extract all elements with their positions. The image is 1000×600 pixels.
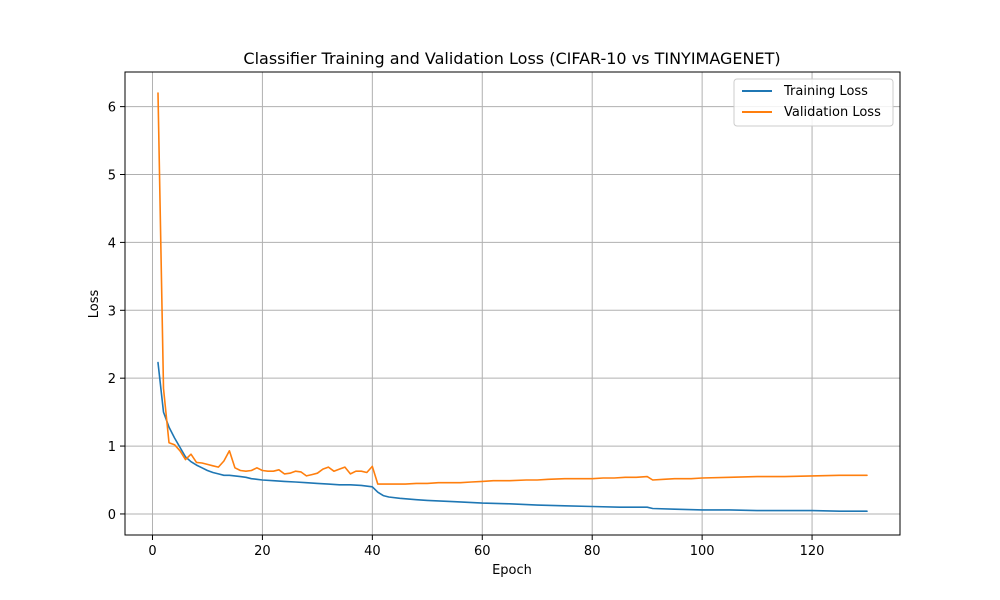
- y-axis-label: Loss: [87, 290, 102, 319]
- legend-box: [733, 78, 894, 127]
- axis-ticks: 0 20 40 60 80 100 120 0 1 2 3 4 5 6: [108, 101, 825, 559]
- training-loss-line: [157, 361, 868, 513]
- validation-loss-line: [157, 92, 868, 485]
- y-tick-label: 0: [108, 508, 116, 523]
- y-tick-label: 6: [108, 101, 116, 116]
- x-tick-label: 40: [364, 544, 381, 559]
- x-tick-label: 60: [474, 544, 491, 559]
- legend: Training Loss Validation Loss: [733, 78, 894, 127]
- x-tick-label: 80: [584, 544, 601, 559]
- x-tick-label: 120: [800, 544, 825, 559]
- x-tick-label: 0: [148, 544, 156, 559]
- plot-frame: [124, 71, 901, 536]
- x-tick-label: 100: [690, 544, 715, 559]
- y-tick-label: 4: [108, 236, 116, 251]
- x-axis-label: Epoch: [492, 563, 532, 578]
- x-tick-label: 20: [254, 544, 271, 559]
- y-tick-label: 2: [108, 372, 116, 387]
- legend-label-training: Training Loss: [783, 84, 868, 99]
- chart-title: Classifier Training and Validation Loss …: [243, 49, 780, 68]
- grid-lines: [125, 72, 900, 535]
- series-lines: [157, 92, 868, 513]
- y-tick-label: 1: [108, 440, 116, 455]
- legend-label-validation: Validation Loss: [784, 105, 881, 120]
- y-tick-label: 3: [108, 304, 116, 319]
- y-tick-label: 5: [108, 169, 116, 184]
